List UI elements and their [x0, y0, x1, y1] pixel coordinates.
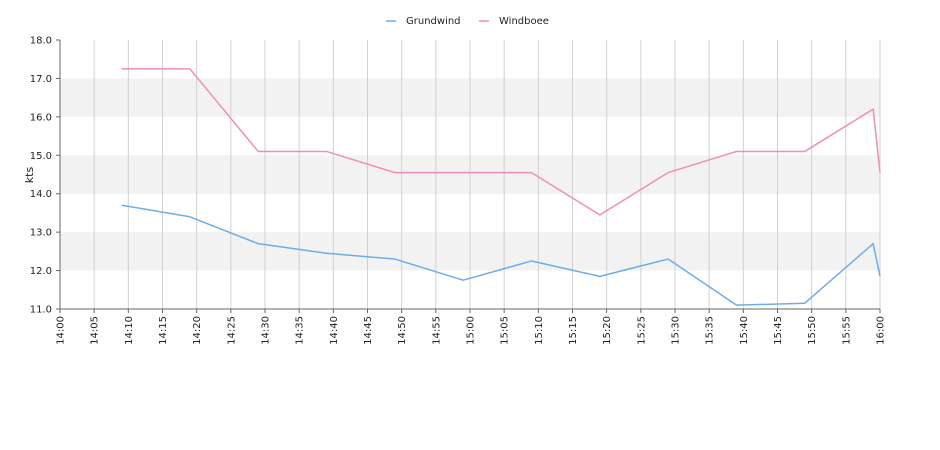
y-tick-labels: 11.0 12.0 13.0 14.0 15.0 16.0 17.0 18.0: [30, 36, 60, 316]
x-tick-label: 14:35: [295, 316, 306, 345]
x-tick-label: 15:05: [500, 316, 511, 345]
legend-label: Grundwind: [406, 16, 461, 27]
x-tick-label: 15:10: [534, 316, 545, 345]
x-tick-label: 15:00: [466, 316, 477, 345]
x-tick-label: 14:05: [90, 316, 101, 345]
y-tick-label: 11.0: [30, 305, 52, 316]
y-axis-label: kts: [23, 167, 36, 184]
series-line-windboee: [121, 68, 881, 216]
legend-label: Windboee: [499, 16, 549, 27]
x-tick-label: 14:45: [363, 316, 374, 345]
x-tick-label: 14:20: [192, 316, 203, 345]
series-line-grundwind: [121, 204, 881, 306]
x-tick-label: 15:30: [671, 316, 682, 345]
x-tick-label: 14:00: [56, 316, 67, 345]
vertical-gridlines: [59, 40, 881, 313]
legend-item-grundwind[interactable]: Grundwind: [386, 16, 461, 27]
y-tick-label: 13.0: [30, 228, 52, 239]
x-tick-label: 14:55: [431, 316, 442, 345]
legend[interactable]: Grundwind Windboee: [386, 16, 549, 27]
legend-item-windboee[interactable]: Windboee: [479, 16, 549, 27]
axes: [59, 40, 880, 310]
x-tick-labels: 14:00 14:05 14:10 14:15 14:20 14:25 14:30 14:35…: [56, 316, 887, 345]
x-tick-label: 15:50: [807, 316, 818, 345]
x-tick-label: 14:10: [124, 316, 135, 345]
x-tick-label: 15:25: [636, 316, 647, 345]
y-tick-label: 18.0: [30, 36, 52, 47]
x-tick-label: 15:45: [773, 316, 784, 345]
x-tick-label: 15:35: [705, 316, 716, 345]
x-tick-label: 14:15: [158, 316, 169, 345]
x-tick-label: 15:20: [602, 316, 613, 345]
x-tick-label: 14:25: [226, 316, 237, 345]
x-tick-label: 14:50: [397, 316, 408, 345]
x-tick-label: 14:30: [261, 316, 272, 345]
x-tick-label: 15:40: [739, 316, 750, 345]
x-tick-label: 15:15: [568, 316, 579, 345]
series-lines: [121, 68, 881, 306]
x-tick-label: 15:55: [841, 316, 852, 345]
y-tick-label: 15.0: [30, 151, 52, 162]
y-tick-label: 17.0: [30, 74, 52, 85]
x-tick-label: 14:40: [329, 316, 340, 345]
x-tick-label: 16:00: [876, 316, 887, 345]
y-tick-label: 16.0: [30, 112, 52, 123]
y-tick-label: 12.0: [30, 266, 52, 277]
y-tick-label: 14.0: [30, 189, 52, 200]
